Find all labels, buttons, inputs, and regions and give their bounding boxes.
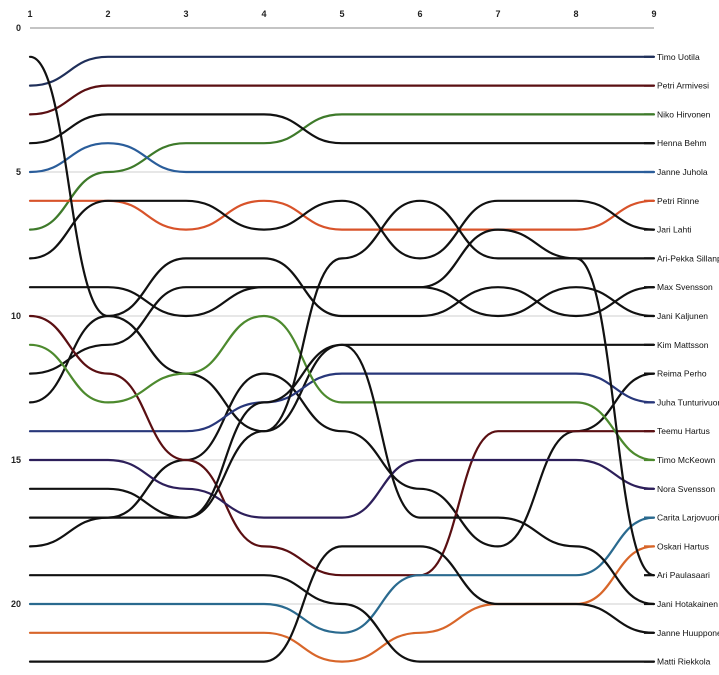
series-line [28, 199, 656, 577]
series-label: Matti Riekkola [657, 657, 711, 667]
series-line [28, 142, 656, 174]
x-tick-label: 4 [261, 9, 266, 19]
series-label: Petri Rinne [657, 196, 699, 206]
series-label: Timo Uotila [657, 52, 700, 62]
series-label: Jari Lahti [657, 225, 692, 235]
series-line [28, 113, 656, 145]
series-label: Max Svensson [657, 282, 713, 292]
series-line [28, 228, 656, 318]
series-label: Janne Juhola [657, 167, 708, 177]
series-label: Nora Svensson [657, 484, 715, 494]
series-line [28, 372, 656, 548]
series-line [28, 84, 656, 116]
series-label: Janne Huupponen [657, 628, 719, 638]
series-label: Jani Kaljunen [657, 311, 708, 321]
series-line [28, 55, 656, 433]
series-label: Reima Perho [657, 369, 707, 379]
series-line [28, 113, 656, 231]
series-line [28, 199, 656, 260]
series-line [28, 343, 656, 606]
y-axis-ticks: 0 5 10 15 20 [11, 23, 21, 609]
series-label: Kim Mattsson [657, 340, 709, 350]
series-line [28, 55, 656, 87]
series-labels: Timo Uotila Petri Armivesi Niko Hirvonen He… [657, 52, 719, 667]
x-axis-ticks: 1 2 3 4 5 6 7 8 9 [27, 9, 656, 19]
series-line [28, 314, 656, 577]
x-tick-label: 5 [339, 9, 344, 19]
y-tick-label: 10 [11, 311, 21, 321]
x-tick-label: 8 [573, 9, 578, 19]
series-line [28, 574, 656, 663]
series-label: Teemu Hartus [657, 426, 710, 436]
series-line [28, 516, 656, 634]
series-label: Ari-Pekka Sillanpää [657, 253, 719, 263]
series-label: Juha Tunturivuori [657, 397, 719, 407]
series-line [28, 545, 656, 663]
series-label: Carita Larjovuori [657, 513, 719, 523]
series-label: Niko Hirvonen [657, 109, 711, 119]
x-tick-label: 9 [651, 9, 656, 19]
y-tick-label: 15 [11, 455, 21, 465]
series-label: Timo McKeown [657, 455, 716, 465]
series-line [28, 314, 656, 462]
series-label: Henna Behm [657, 138, 707, 148]
x-tick-label: 6 [417, 9, 422, 19]
x-tick-label: 1 [27, 9, 32, 19]
series-line [28, 372, 656, 433]
series-label: Petri Armivesi [657, 81, 709, 91]
y-tick-label: 5 [16, 167, 21, 177]
series-lines [28, 55, 656, 663]
x-tick-label: 3 [183, 9, 188, 19]
y-tick-label: 20 [11, 599, 21, 609]
series-label: Jani Hotakainen [657, 599, 718, 609]
series-line [28, 458, 656, 519]
series-line [28, 286, 656, 375]
series-line [28, 199, 656, 231]
series-line [28, 257, 656, 404]
x-tick-label: 7 [495, 9, 500, 19]
series-label: Ari Paulasaari [657, 570, 710, 580]
y-tick-label: 0 [16, 23, 21, 33]
x-tick-label: 2 [105, 9, 110, 19]
series-label: Oskari Hartus [657, 541, 709, 551]
